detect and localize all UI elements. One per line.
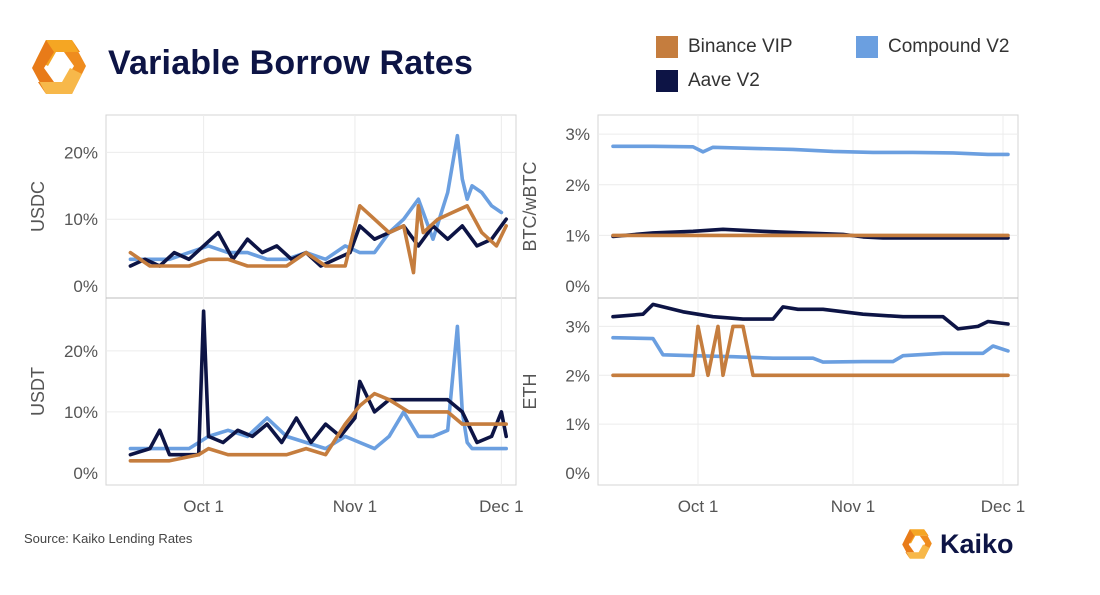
ytick-label-btc-wbtc-2: 2% [565,176,590,195]
panel-frame-1 [597,114,1019,486]
xtick-label-usdt-1: Nov 1 [333,497,377,516]
series-line-usdt-binance-vip [128,391,509,463]
xtick-label-usdt-2: Dec 1 [479,497,523,516]
legend-swatch-compound-v2 [856,36,878,58]
ytick-label-usdc-1: 10% [64,210,98,229]
legend-swatch-binance-vip [656,36,678,58]
series-line-usdc-compound-v2 [128,133,504,262]
ytick-label-usdt-2: 20% [64,342,98,361]
ytick-label-btc-wbtc-0: 0% [565,277,590,296]
source-note: Source: Kaiko Lending Rates [24,531,193,546]
page-title: Variable Borrow Rates [108,44,474,82]
ytick-label-btc-wbtc-1: 1% [565,226,590,245]
y-axis-label-btc-wbtc: BTC/wBTC [520,161,540,251]
legend-item-compound-v2: Compound V2 [856,36,1009,58]
ytick-label-eth-1: 1% [565,415,590,434]
kaiko-brand-icon [902,529,932,559]
legend-label-aave-v2: Aave V2 [688,70,760,91]
series-line-usdc-binance-vip [128,204,509,275]
y-axis-label-eth: ETH [520,374,540,410]
series-line-usdc-aave-v2 [128,217,509,268]
legend-swatch-aave-v2 [656,70,678,92]
y-axis-label-usdc: USDC [28,181,48,232]
ytick-label-usdc-2: 20% [64,143,98,162]
series-line-eth-binance-vip [611,324,1010,378]
y-axis-label-usdt: USDT [28,367,48,416]
series-line-btc-wbtc-compound-v2 [611,144,1010,157]
ytick-label-usdt-0: 0% [73,464,98,483]
ytick-label-btc-wbtc-3: 3% [565,125,590,144]
legend-label-binance-vip: Binance VIP [688,36,793,57]
brand-name: Kaiko [940,528,1014,559]
legend-item-aave-v2: Aave V2 [656,70,760,92]
xtick-label-eth-2: Dec 1 [981,497,1025,516]
legend-label-compound-v2: Compound V2 [888,36,1010,57]
xtick-label-usdt-0: Oct 1 [183,497,224,516]
series-line-eth-aave-v2 [611,302,1010,331]
ytick-label-usdc-0: 0% [73,277,98,296]
series-line-eth-compound-v2 [611,335,1010,364]
ytick-label-eth-0: 0% [565,464,590,483]
xtick-label-eth-1: Nov 1 [831,497,875,516]
kaiko-logo-icon [32,40,86,94]
ytick-label-usdt-1: 10% [64,403,98,422]
legend-item-binance-vip: Binance VIP [656,36,793,58]
panel-frame-0 [105,114,517,486]
brand-mark: Kaiko [900,527,1014,561]
ytick-label-eth-2: 2% [565,366,590,385]
series-line-usdt-compound-v2 [128,324,509,451]
xtick-label-eth-0: Oct 1 [678,497,719,516]
series-line-usdt-aave-v2 [128,309,509,457]
ytick-label-eth-3: 3% [565,317,590,336]
